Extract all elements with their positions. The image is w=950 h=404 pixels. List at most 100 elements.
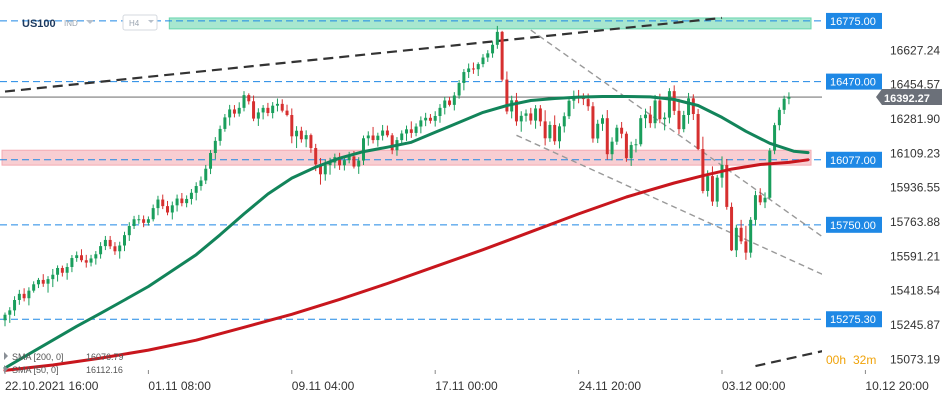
candle-body[interactable] [567, 100, 571, 117]
candle-body[interactable] [730, 206, 734, 251]
candle-body[interactable] [27, 290, 31, 299]
candle-body[interactable] [3, 314, 7, 321]
candle-body[interactable] [376, 135, 380, 141]
candle-body[interactable] [782, 98, 786, 110]
candle-body[interactable] [677, 110, 681, 130]
candle-body[interactable] [271, 105, 275, 114]
candle-body[interactable] [615, 127, 619, 142]
candle-body[interactable] [734, 227, 738, 251]
candle-body[interactable] [65, 266, 69, 273]
candle-body[interactable] [318, 164, 322, 175]
candle-body[interactable] [596, 123, 600, 139]
candle-body[interactable] [13, 300, 17, 311]
candle-body[interactable] [562, 116, 566, 127]
candle-body[interactable] [328, 162, 332, 166]
candle-body[interactable] [505, 79, 509, 112]
candle-body[interactable] [347, 156, 351, 161]
candle-body[interactable] [56, 267, 60, 275]
candle-body[interactable] [653, 100, 657, 124]
candle-body[interactable] [46, 279, 50, 284]
candle-body[interactable] [706, 176, 710, 191]
candle-body[interactable] [314, 148, 318, 165]
price-zone[interactable] [168, 17, 812, 30]
candle-body[interactable] [409, 129, 413, 133]
candle-body[interactable] [285, 110, 289, 116]
candle-body[interactable] [763, 197, 767, 203]
candle-body[interactable] [371, 135, 375, 141]
candle-body[interactable] [548, 124, 552, 139]
candle-body[interactable] [696, 114, 700, 150]
candle-body[interactable] [199, 180, 203, 187]
candle-body[interactable] [519, 115, 523, 122]
candle-body[interactable] [557, 126, 561, 142]
candle-body[interactable] [70, 258, 74, 267]
candle-body[interactable] [534, 108, 538, 121]
legend-item[interactable]: SMA [200, 0] 16076.79 [4, 352, 124, 362]
candle-body[interactable] [41, 279, 45, 284]
candle-body[interactable] [204, 168, 208, 181]
candle-body[interactable] [405, 129, 409, 134]
trend-line[interactable] [755, 336, 889, 368]
candle-body[interactable] [629, 145, 633, 159]
candle-body[interactable] [194, 186, 198, 193]
candle-body[interactable] [620, 127, 624, 134]
candle-body[interactable] [390, 135, 394, 151]
candle-body[interactable] [605, 118, 609, 155]
candle-body[interactable] [352, 156, 356, 167]
candle-body[interactable] [682, 115, 686, 130]
candle-body[interactable] [94, 254, 98, 259]
sma-line[interactable] [3, 158, 810, 372]
candle-body[interactable] [634, 144, 638, 146]
candle-body[interactable] [75, 255, 79, 259]
candle-body[interactable] [118, 245, 122, 252]
candle-body[interactable] [514, 100, 518, 122]
candle-body[interactable] [185, 198, 189, 204]
candle-body[interactable] [142, 219, 146, 223]
candle-body[interactable] [753, 195, 757, 220]
timeframe-selector[interactable] [122, 14, 158, 31]
candle-body[interactable] [419, 120, 423, 127]
candle-body[interactable] [132, 219, 136, 227]
candle-body[interactable] [553, 124, 557, 142]
candle-body[interactable] [295, 130, 299, 137]
chevron-down-icon[interactable] [86, 20, 94, 24]
candle-body[interactable] [189, 192, 193, 199]
candle-body[interactable] [586, 99, 590, 107]
candle-body[interactable] [610, 141, 614, 155]
candle-body[interactable] [591, 106, 595, 139]
candle-body[interactable] [261, 107, 265, 113]
candle-body[interactable] [452, 95, 456, 105]
candle-body[interactable] [443, 100, 447, 108]
candle-body[interactable] [79, 255, 83, 261]
candle-body[interactable] [290, 115, 294, 137]
candle-body[interactable] [242, 95, 246, 108]
candle-body[interactable] [481, 57, 485, 65]
candle-body[interactable] [710, 176, 714, 202]
trend-line[interactable] [530, 29, 885, 281]
candle-body[interactable] [438, 107, 442, 117]
candle-body[interactable] [457, 82, 461, 96]
candle-body[interactable] [123, 235, 126, 246]
legend-item[interactable]: SMA [50, 0] 16112.16 [4, 365, 123, 375]
candle-body[interactable] [338, 157, 342, 166]
candle-body[interactable] [247, 95, 251, 102]
candle-body[interactable] [175, 198, 179, 206]
candle-body[interactable] [366, 135, 370, 139]
candle-body[interactable] [275, 103, 279, 106]
candle-body[interactable] [22, 293, 26, 299]
candle-body[interactable] [768, 150, 772, 198]
candle-body[interactable] [99, 246, 103, 255]
candle-body[interactable] [658, 100, 662, 120]
candle-body[interactable] [32, 284, 36, 291]
trend-line[interactable] [4, 16, 723, 93]
candle-body[interactable] [8, 310, 12, 315]
candle-body[interactable] [51, 274, 55, 280]
candle-body[interactable] [648, 114, 652, 124]
price-zone[interactable] [1, 149, 812, 166]
candle-body[interactable] [180, 198, 184, 204]
candle-body[interactable] [237, 107, 241, 114]
candle-body[interactable] [17, 293, 21, 301]
candle-body[interactable] [476, 64, 480, 70]
timeframe-chevron-icon[interactable] [148, 20, 154, 23]
candle-body[interactable] [433, 116, 437, 121]
